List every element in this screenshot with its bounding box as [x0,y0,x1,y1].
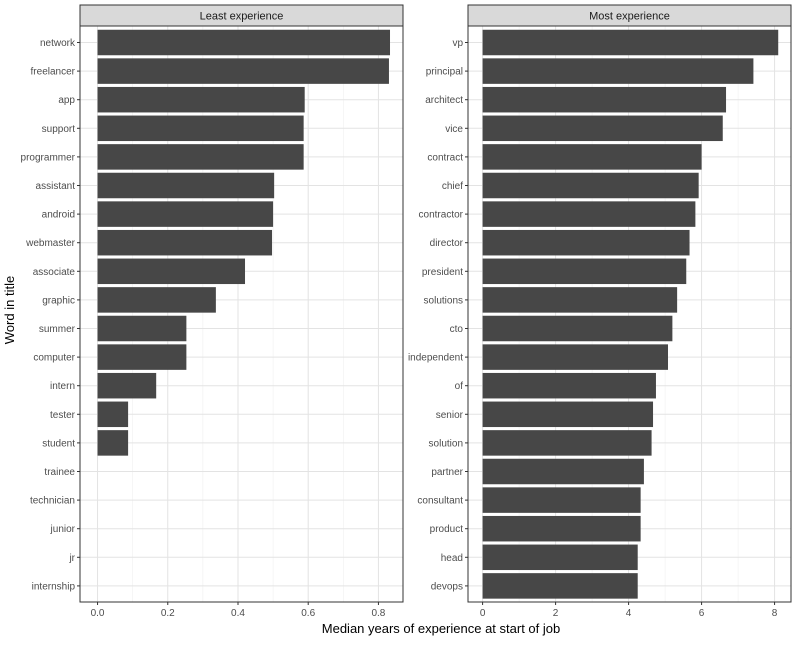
y-tick-label: assistant [36,181,76,192]
bar [482,58,754,84]
x-tick-label: 0 [480,608,486,619]
y-tick-label: student [42,438,75,449]
y-tick-label: of [455,381,464,392]
y-axis-title: Word in title [2,276,17,344]
y-tick-label: trainee [44,467,75,478]
bar [97,430,129,456]
y-tick-label: solutions [424,295,463,306]
y-tick-label: devops [431,581,463,592]
y-tick-label: tester [50,410,76,421]
bar [482,172,699,199]
y-tick-label: freelancer [31,67,76,78]
x-tick-label: 6 [699,608,705,619]
bar [482,315,673,342]
panel-border [79,25,404,603]
y-tick-label: vice [445,124,463,135]
bar [97,115,304,142]
y-tick-label: president [422,267,463,278]
bar [97,287,216,313]
y-tick-label: computer [33,353,75,364]
bar [97,344,187,370]
x-tick-label: 0.0 [91,608,105,619]
bar [482,487,641,513]
bar [97,201,274,227]
bar [97,372,157,399]
y-tick-label: product [430,524,464,535]
y-tick-label: programmer [21,152,76,163]
y-tick-label: intern [50,381,75,392]
x-tick-label: 8 [772,608,778,619]
x-tick-label: 4 [626,608,632,619]
y-tick-label: junior [50,524,76,535]
bar [482,544,638,571]
y-tick-label: consultant [417,496,463,507]
bar [482,515,641,542]
bar [482,372,656,399]
bar [482,344,669,370]
bar [482,258,687,285]
bar [482,144,702,170]
x-tick-label: 2 [553,608,559,619]
bar [482,86,727,113]
bar [482,573,638,599]
y-tick-label: chief [442,181,463,192]
y-tick-label: head [441,553,463,564]
bar [97,29,391,56]
bar [482,201,696,227]
bar [97,86,305,113]
bar [482,29,779,56]
y-tick-label: contract [427,152,463,163]
bar [97,401,129,428]
bar [482,229,690,256]
y-tick-label: support [42,124,76,135]
bar [482,430,652,456]
x-tick-label: 0.2 [161,608,175,619]
y-tick-label: cto [450,324,464,335]
bar [482,287,678,313]
y-tick-label: jr [68,553,75,564]
facet-title: Least experience [200,11,284,23]
bar [97,58,389,84]
y-tick-label: associate [33,267,76,278]
x-tick-label: 0.6 [301,608,315,619]
bar [97,144,304,170]
panel-border [467,25,792,603]
y-tick-label: android [42,210,75,221]
bar [97,172,275,199]
facet-title: Most experience [589,11,670,23]
x-tick-label: 0.4 [231,608,245,619]
x-tick-label: 0.8 [371,608,385,619]
y-tick-label: graphic [42,295,75,306]
y-tick-label: webmaster [25,238,76,249]
y-tick-label: independent [408,353,463,364]
y-tick-label: solution [429,438,463,449]
y-tick-label: technician [30,496,75,507]
y-tick-label: internship [32,581,76,592]
bar [97,258,246,285]
y-tick-label: vp [452,38,463,49]
y-tick-label: network [40,38,76,49]
bar [97,229,273,256]
y-tick-label: director [430,238,464,249]
y-tick-label: contractor [419,210,464,221]
bar [97,315,187,342]
y-tick-label: architect [425,95,463,106]
bar [482,115,723,142]
y-tick-label: app [58,95,75,106]
y-tick-label: principal [426,67,463,78]
x-axis-title: Median years of experience at start of j… [322,621,560,636]
y-tick-label: senior [436,410,464,421]
y-tick-label: summer [39,324,76,335]
bar [482,458,644,485]
y-tick-label: partner [431,467,463,478]
bar [482,401,654,428]
